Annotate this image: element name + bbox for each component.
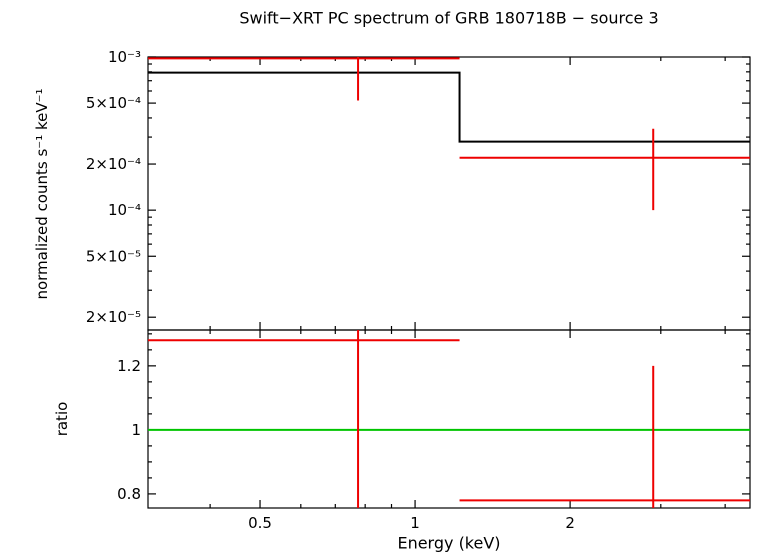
y-tick-label: 5×10⁻⁵ (86, 247, 141, 265)
chart-title: Swift−XRT PC spectrum of GRB 180718B − s… (239, 8, 659, 28)
x-tick-label: 1 (410, 514, 420, 532)
y-tick-label: 1 (131, 421, 141, 439)
y-tick-label: 5×10⁻⁴ (86, 94, 141, 112)
ratio-data-series (148, 330, 750, 508)
x-tick-label: 0.5 (248, 514, 272, 532)
spectrum-data-series (148, 57, 750, 211)
y-axis-label-ratio: ratio (53, 401, 71, 437)
y-tick-label: 10⁻⁴ (108, 201, 141, 219)
y-tick-label: 1.2 (117, 357, 141, 375)
y-tick-label: 0.8 (117, 485, 141, 503)
x-tick-label: 2 (565, 514, 575, 532)
y-tick-label: 10⁻³ (108, 48, 141, 66)
y-tick-label: 2×10⁻⁴ (86, 155, 141, 173)
y-axis-label-spectrum: normalized counts s⁻¹ keV⁻¹ (33, 88, 51, 300)
plot-frames (147, 56, 751, 509)
model-line (148, 71, 750, 143)
axis-ticks (148, 56, 750, 508)
tick-labels: 0.5 1 2 10⁻³ 5×10⁻⁴ 2×10⁻⁴ 10⁻⁴ 5×10⁻⁵ 2×10⁻⁵ 1.2… (86, 48, 575, 532)
ratio-panel-frame (147, 329, 751, 509)
spectrum-panel-frame (147, 56, 751, 331)
y-tick-label: 2×10⁻⁵ (86, 308, 141, 326)
x-axis-label: Energy (keV) (397, 533, 501, 553)
